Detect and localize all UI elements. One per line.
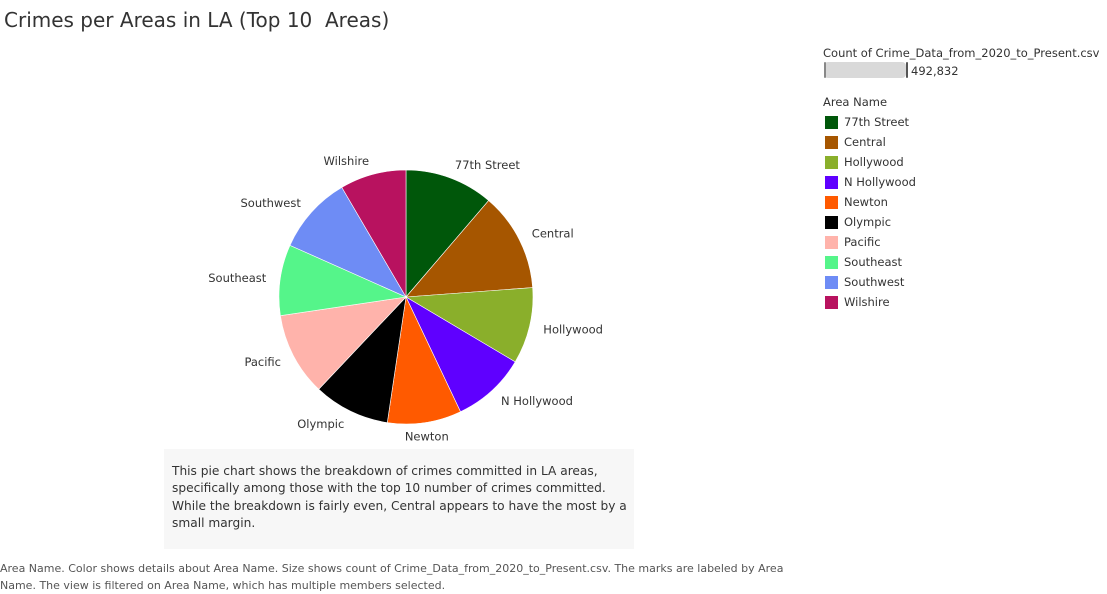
legend-swatch bbox=[825, 155, 838, 169]
caption-box bbox=[164, 449, 634, 549]
legend-swatch bbox=[825, 115, 838, 129]
legend-swatch bbox=[825, 275, 838, 289]
legend-swatch bbox=[825, 255, 838, 269]
slice-label: Central bbox=[532, 226, 574, 240]
legend-label: Southeast bbox=[844, 255, 903, 269]
legend-item[interactable]: Southeast bbox=[825, 252, 916, 272]
footer-description: Area Name. Color shows details about Are… bbox=[0, 562, 784, 592]
pie-slice[interactable] bbox=[405, 287, 534, 363]
legend-item[interactable]: Pacific bbox=[825, 232, 916, 252]
legend-item[interactable]: 77th Street bbox=[825, 112, 916, 132]
chart-title: Crimes per Areas in LA (Top 10 Areas) bbox=[4, 8, 390, 32]
legend-item[interactable]: Wilshire bbox=[825, 292, 916, 312]
legend-label: Newton bbox=[844, 195, 888, 209]
legend-swatch bbox=[825, 195, 838, 209]
legend-item[interactable]: Central bbox=[825, 132, 916, 152]
legend-item[interactable]: Hollywood bbox=[825, 152, 916, 172]
legend-item[interactable]: Olympic bbox=[825, 212, 916, 232]
slice-label: Southwest bbox=[240, 196, 301, 210]
slice-label: Newton bbox=[405, 430, 449, 444]
legend-label: Hollywood bbox=[844, 155, 904, 169]
legend-item[interactable]: N Hollywood bbox=[825, 172, 916, 192]
pie-slice[interactable] bbox=[405, 200, 533, 298]
legend-label: N Hollywood bbox=[844, 175, 916, 189]
size-legend-bar-edge bbox=[824, 62, 826, 78]
color-legend: 77th Street Central Hollywood N Hollywood Ne… bbox=[825, 112, 916, 312]
size-legend-bar-edge bbox=[906, 62, 908, 78]
legend-label: Olympic bbox=[844, 215, 892, 229]
pie-slice[interactable] bbox=[289, 186, 407, 298]
pie-slice[interactable] bbox=[405, 169, 490, 298]
slice-label: Wilshire bbox=[324, 154, 370, 168]
legend-swatch bbox=[825, 215, 838, 229]
legend-swatch bbox=[825, 235, 838, 249]
legend-label: Wilshire bbox=[844, 295, 890, 309]
legend-label: 77th Street bbox=[844, 115, 910, 129]
slice-label: N Hollywood bbox=[501, 394, 573, 408]
size-legend-title: Count of Crime_Data_from_2020_to_Present… bbox=[823, 46, 1100, 60]
legend-label: Pacific bbox=[844, 235, 881, 249]
caption-text: This pie chart shows the breakdown of cr… bbox=[172, 464, 627, 530]
slice-label: Southeast bbox=[208, 271, 267, 285]
legend-swatch bbox=[825, 175, 838, 189]
slice-label: 77th Street bbox=[455, 158, 521, 172]
pie-slice[interactable] bbox=[341, 169, 407, 299]
pie-slice[interactable] bbox=[318, 296, 407, 423]
pie-slice[interactable] bbox=[280, 296, 407, 390]
legend-item[interactable]: Newton bbox=[825, 192, 916, 212]
legend-swatch bbox=[825, 135, 838, 149]
legend-label: Central bbox=[844, 135, 886, 149]
legend-swatch bbox=[825, 295, 838, 309]
slice-label: Olympic bbox=[297, 417, 344, 431]
legend-item[interactable]: Southwest bbox=[825, 272, 916, 292]
slice-label: Hollywood bbox=[543, 322, 603, 336]
slice-label: Pacific bbox=[244, 355, 281, 369]
color-legend-title: Area Name bbox=[823, 95, 888, 109]
legend-label: Southwest bbox=[844, 275, 905, 289]
size-legend-value: 492,832 bbox=[911, 64, 959, 78]
size-legend-bar bbox=[824, 62, 906, 78]
